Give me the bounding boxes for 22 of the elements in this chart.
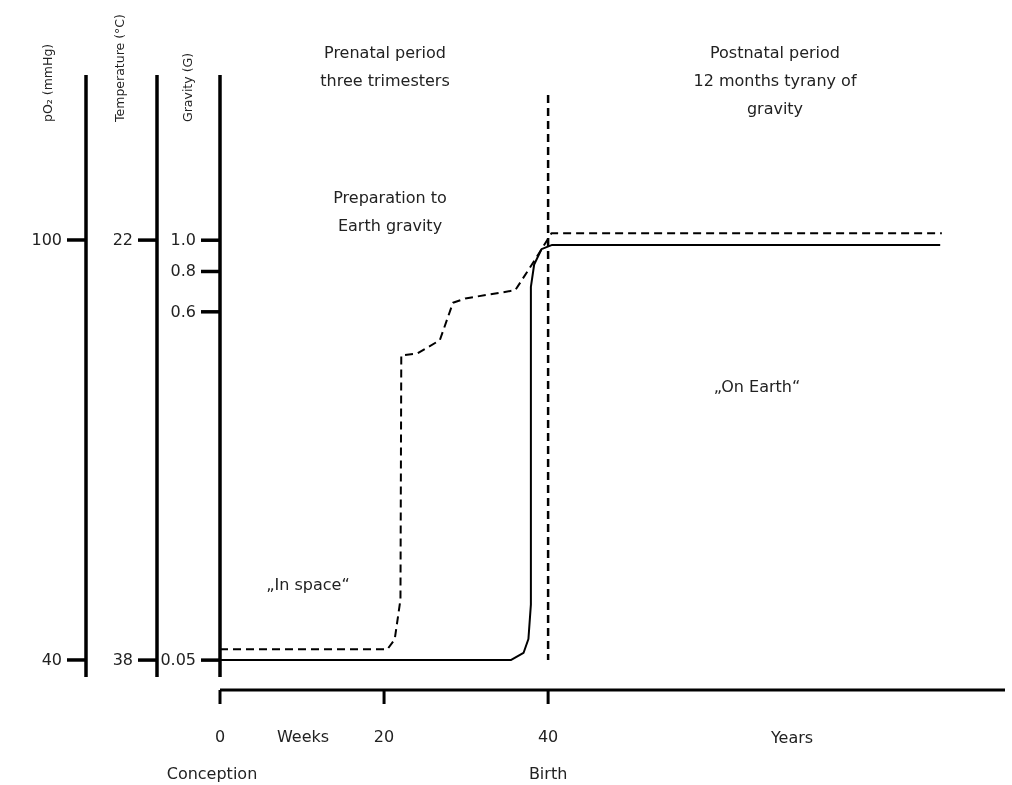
annotation: Postnatal period 12 months tyrany of gravity — [693, 43, 857, 118]
y-axis-title: pO₂ (mmHg) — [40, 43, 55, 122]
y3-tick-label: 1.0 — [170, 230, 196, 250]
text: Years — [769, 728, 814, 747]
annotation: „In space“ — [266, 575, 350, 594]
annotation: Prenatal period three trimesters — [320, 43, 450, 90]
annotation: Preparation to Earth gravity — [333, 188, 447, 235]
y2-tick-label: 22 — [112, 230, 133, 250]
x-tick-label: 0 — [214, 727, 226, 746]
x-tick-label: 20 — [373, 727, 395, 746]
y2-axis-title: Temperature (°C) — [112, 14, 127, 123]
y3-tick-label: 0.05 — [160, 650, 196, 670]
y2-tick-label: 38 — [112, 650, 133, 670]
x-tick-label: 40 — [537, 727, 559, 746]
y3-tick-label: 0.6 — [170, 301, 196, 321]
y3-tick-label: 0.8 — [170, 261, 196, 281]
x-axis-title: Weeks — [276, 727, 330, 746]
annotation: „On Earth“ — [713, 377, 801, 396]
text: Conception — [166, 764, 258, 783]
y-tick-label: 100 — [31, 229, 62, 249]
y3-axis-title: Gravity (G) — [180, 52, 195, 122]
ref-line-label: Birth — [528, 764, 568, 783]
